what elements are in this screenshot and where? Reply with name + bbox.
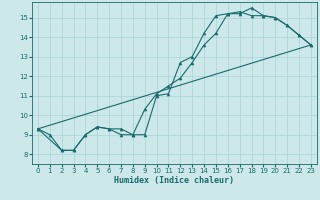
X-axis label: Humidex (Indice chaleur): Humidex (Indice chaleur) [115, 176, 234, 185]
